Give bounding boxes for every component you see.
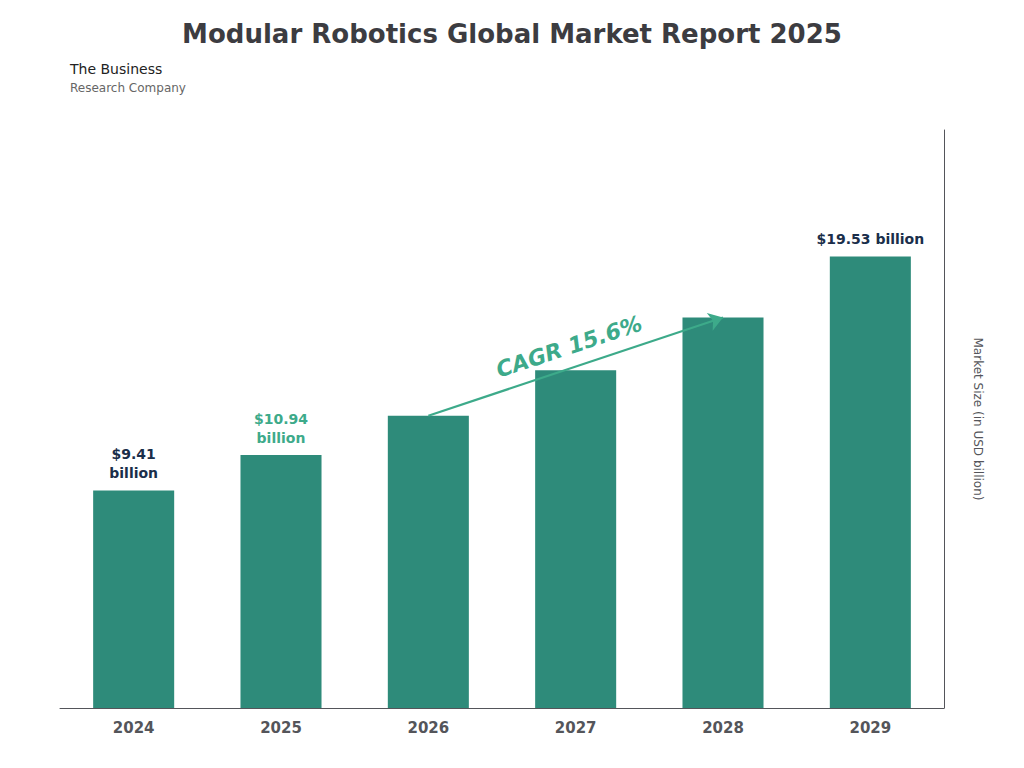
svg-text:The Business: The Business — [69, 61, 162, 77]
svg-text:billion: billion — [257, 430, 306, 446]
svg-text:2028: 2028 — [702, 719, 744, 737]
svg-text:billion: billion — [109, 465, 158, 481]
svg-text:$19.53 billion: $19.53 billion — [816, 231, 924, 247]
svg-text:$10.94: $10.94 — [254, 411, 308, 427]
svg-text:$9.41: $9.41 — [112, 446, 156, 462]
svg-text:2029: 2029 — [849, 719, 891, 737]
svg-text:Research Company: Research Company — [70, 81, 186, 95]
svg-text:2024: 2024 — [113, 719, 155, 737]
svg-text:Market Size (in USD billion): Market Size (in USD billion) — [971, 338, 985, 501]
svg-text:CAGR 15.6%: CAGR 15.6% — [493, 311, 645, 383]
svg-text:2027: 2027 — [555, 719, 597, 737]
svg-text:2026: 2026 — [407, 719, 449, 737]
svg-text:2025: 2025 — [260, 719, 302, 737]
svg-text:Modular Robotics Global Market: Modular Robotics Global Market Report 20… — [182, 19, 842, 49]
